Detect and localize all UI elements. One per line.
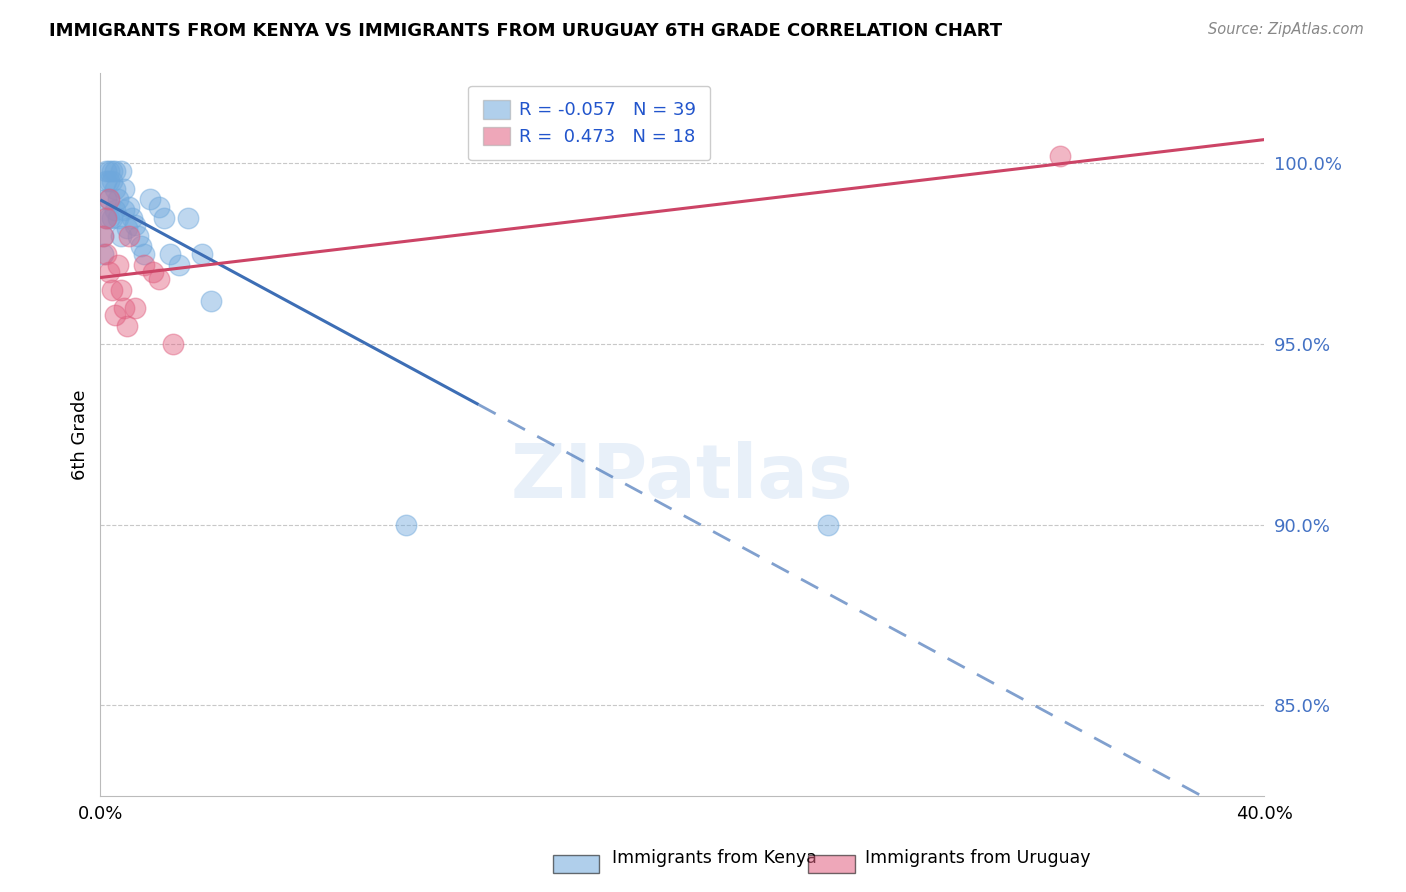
Point: [124, 218, 146, 232]
Point: [129, 239, 152, 253]
Point: [107, 193, 129, 207]
Point: [107, 211, 129, 225]
Point: [127, 228, 149, 243]
Point: [101, 283, 124, 297]
Point: [96, 163, 118, 178]
Point: [104, 181, 127, 195]
Point: [104, 163, 127, 178]
Point: [98, 211, 121, 225]
Point: [104, 308, 127, 322]
Point: [1049, 149, 1071, 163]
Point: [148, 272, 170, 286]
Point: [395, 517, 418, 532]
Point: [101, 211, 124, 225]
Point: [124, 301, 146, 315]
Point: [142, 265, 165, 279]
Point: [167, 258, 190, 272]
Point: [132, 258, 155, 272]
Point: [112, 301, 135, 315]
Point: [200, 293, 222, 308]
Point: [98, 193, 121, 207]
Point: [121, 211, 143, 225]
Point: [91, 228, 114, 243]
Point: [98, 163, 121, 178]
Point: [96, 211, 118, 225]
Point: [101, 174, 124, 188]
Point: [110, 163, 132, 178]
Point: [148, 200, 170, 214]
Point: [98, 174, 121, 188]
Point: [101, 163, 124, 178]
Point: [139, 193, 162, 207]
Text: Immigrants from Kenya: Immigrants from Kenya: [612, 849, 817, 867]
Point: [153, 211, 176, 225]
Point: [96, 174, 118, 188]
Point: [115, 318, 138, 333]
Legend: R = -0.057   N = 39, R =  0.473   N = 18: R = -0.057 N = 39, R = 0.473 N = 18: [468, 86, 710, 161]
Text: IMMIGRANTS FROM KENYA VS IMMIGRANTS FROM URUGUAY 6TH GRADE CORRELATION CHART: IMMIGRANTS FROM KENYA VS IMMIGRANTS FROM…: [49, 22, 1002, 40]
Point: [132, 246, 155, 260]
Point: [162, 337, 184, 351]
Point: [91, 228, 114, 243]
Point: [96, 246, 118, 260]
Point: [104, 203, 127, 218]
Point: [112, 203, 135, 218]
Point: [191, 246, 214, 260]
Point: [118, 200, 141, 214]
Point: [176, 211, 198, 225]
Point: [110, 228, 132, 243]
Point: [91, 246, 114, 260]
Point: [817, 517, 839, 532]
Text: ZIPatlas: ZIPatlas: [510, 442, 853, 514]
Point: [118, 228, 141, 243]
Point: [98, 193, 121, 207]
Point: [96, 193, 118, 207]
Text: Source: ZipAtlas.com: Source: ZipAtlas.com: [1208, 22, 1364, 37]
Point: [107, 258, 129, 272]
Y-axis label: 6th Grade: 6th Grade: [72, 389, 89, 480]
Text: Immigrants from Uruguay: Immigrants from Uruguay: [865, 849, 1090, 867]
Point: [112, 181, 135, 195]
Point: [159, 246, 181, 260]
Point: [98, 265, 121, 279]
Point: [96, 211, 118, 225]
Point: [110, 283, 132, 297]
Point: [115, 221, 138, 235]
